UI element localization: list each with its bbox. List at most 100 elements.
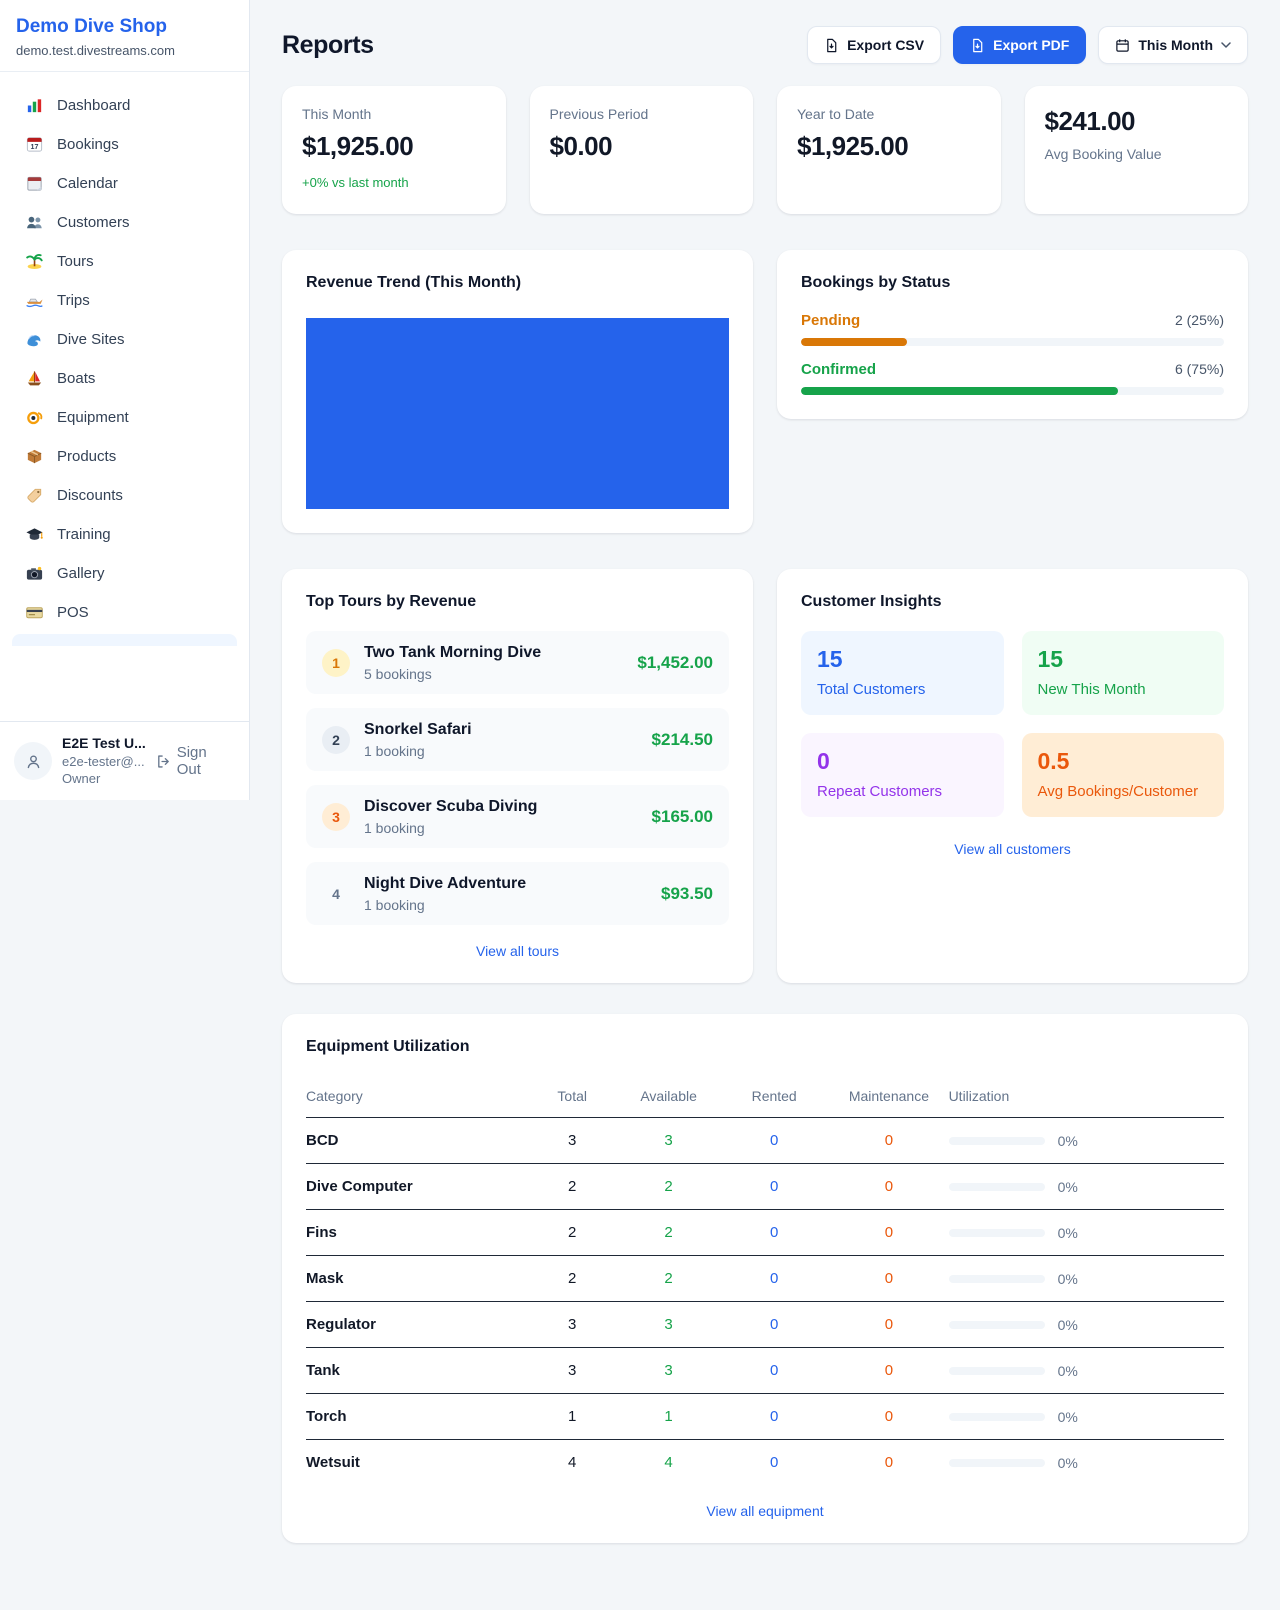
column-header: Total (526, 1076, 619, 1118)
sidebar-item-dive-sites[interactable]: Dive Sites (12, 320, 237, 358)
sidebar-item-customers[interactable]: Customers (12, 203, 237, 241)
insight-value: 15 (1037, 646, 1064, 672)
tag-icon (24, 485, 44, 505)
sidebar-item-discounts[interactable]: Discounts (12, 476, 237, 514)
view-all-equipment-link[interactable]: View all equipment (706, 1503, 824, 1519)
people-icon (24, 212, 44, 232)
sidebar-item-training[interactable]: Training (12, 515, 237, 553)
status-value: 6 (75%) (1174, 361, 1224, 377)
cell-category: Fins (306, 1209, 527, 1256)
table-row: Tank 3 3 0 0 0% (306, 1347, 1224, 1394)
cell-maintenance: 0 (829, 1209, 949, 1256)
sidebar-item-label: Equipment (57, 408, 129, 426)
utilization-bar (948, 1412, 1045, 1421)
utilization-percent: 0% (1057, 1454, 1078, 1471)
utilization-bar (948, 1274, 1045, 1283)
export-csv-button[interactable]: Export CSV (807, 26, 942, 64)
sign-out-button[interactable]: Sign Out (156, 744, 235, 778)
period-dropdown[interactable]: This Month (1098, 26, 1248, 64)
utilization-bar (948, 1366, 1045, 1375)
sidebar-item-dashboard[interactable]: Dashboard (12, 86, 237, 124)
export-pdf-button[interactable]: Export PDF (953, 26, 1087, 64)
camera-flash-icon (24, 563, 44, 583)
user-name: E2E Test U... (62, 735, 146, 752)
cell-maintenance: 0 (829, 1347, 949, 1394)
cell-rented: 0 (719, 1163, 830, 1210)
status-value: 2 (25%) (1174, 312, 1224, 328)
tour-bookings: 5 bookings (364, 666, 432, 682)
tour-name: Night Dive Adventure (364, 875, 527, 892)
tear-off-calendar-icon (24, 173, 44, 193)
sidebar-item-label: Gallery (57, 564, 105, 582)
sidebar-item-calendar[interactable]: Calendar (12, 164, 237, 202)
sidebar-item-label: Discounts (57, 486, 123, 504)
utilization-bar (948, 1228, 1045, 1237)
sidebar-item-equipment[interactable]: Equipment (12, 398, 237, 436)
cell-rented: 0 (769, 1454, 779, 1471)
sidebar-item-boats[interactable]: Boats (12, 359, 237, 397)
tour-bookings: 1 booking (364, 743, 425, 759)
cell-rented: 0 (719, 1347, 830, 1394)
sidebar-item-label: Trips (57, 291, 90, 309)
sidebar-item-gallery[interactable]: Gallery (12, 554, 237, 592)
cell-maintenance: 0 (829, 1163, 949, 1210)
sidebar-item-label: Customers (57, 213, 130, 231)
tour-bookings: 1 booking (364, 897, 425, 913)
cell-rented: 0 (719, 1255, 830, 1302)
cell-category: Dive Computer (306, 1163, 527, 1210)
tour-revenue: $93.50 (661, 883, 713, 903)
sidebar-item-trips[interactable]: Trips (12, 281, 237, 319)
table-row: Dive Computer 2 2 0 0 0% (306, 1163, 1224, 1210)
stat-value: $1,925.00 (302, 131, 414, 161)
table-row: Regulator 3 3 0 0 0% (306, 1301, 1224, 1348)
calendar-date-icon: 17 (24, 134, 44, 154)
tour-revenue: $165.00 (651, 806, 713, 826)
sidebar-item-tours[interactable]: Tours (12, 242, 237, 280)
view-all-customers-link[interactable]: View all customers (954, 841, 1071, 857)
sidebar: Demo Dive Shop demo.test.divestreams.com… (0, 0, 250, 1610)
view-all-tours-link[interactable]: View all tours (475, 943, 559, 959)
cell-available: 3 (618, 1117, 720, 1164)
utilization-percent: 0% (1057, 1362, 1078, 1379)
cell-category: Tank (306, 1347, 527, 1394)
top-tours-card: Top Tours by Revenue 1 Two Tank Morning … (282, 569, 753, 983)
cell-category: Mask (306, 1255, 527, 1302)
credit-card-icon (24, 602, 44, 622)
cell-maintenance: 0 (829, 1393, 949, 1440)
equipment-utilization-card: Equipment Utilization Category Total Ava… (282, 1014, 1248, 1543)
sidebar-item-reports-selected[interactable] (12, 634, 237, 646)
column-header: Available (618, 1076, 720, 1118)
avatar (14, 742, 52, 780)
cell-available: 1 (618, 1393, 720, 1440)
card-title: Top Tours by Revenue (306, 593, 477, 610)
cell-total: 2 (526, 1209, 619, 1256)
insight-tile-total-customers: 15 Total Customers (801, 631, 1004, 715)
cell-total: 2 (526, 1163, 619, 1210)
cell-total: 3 (526, 1347, 619, 1394)
sidebar-item-products[interactable]: Products (12, 437, 237, 475)
cell-category: Wetsuit (306, 1454, 360, 1471)
tour-bookings: 1 booking (364, 820, 425, 836)
rank-badge: 1 (322, 648, 350, 677)
list-item: 3 Discover Scuba Diving 1 booking $165.0… (306, 785, 729, 848)
utilization-percent: 0% (1057, 1270, 1078, 1287)
stat-delta: +0% vs last month (302, 175, 409, 190)
cell-total: 4 (568, 1454, 577, 1471)
insight-tile-new-this-month: 15 New This Month (1021, 631, 1224, 715)
cell-rented: 0 (719, 1393, 830, 1440)
user-email: e2e-tester@... (62, 753, 145, 769)
insight-value: 0.5 (1037, 748, 1070, 774)
speedboat-icon (24, 290, 44, 310)
stat-label: Avg Booking Value (1044, 146, 1162, 162)
desert-island-icon (24, 251, 44, 271)
cell-maintenance: 0 (829, 1301, 949, 1348)
sidebar-item-bookings[interactable]: 17 Bookings (12, 125, 237, 163)
stat-card-avg-booking-value: $241.00 Avg Booking Value (1024, 86, 1248, 214)
cell-rented: 0 (719, 1117, 830, 1164)
card-title: Customer Insights (801, 593, 942, 610)
sidebar-item-pos[interactable]: POS (12, 593, 237, 631)
stat-cards: This Month $1,925.00 +0% vs last month P… (282, 86, 1248, 214)
revenue-trend-chart (306, 318, 729, 509)
tour-revenue: $1,452.00 (637, 652, 713, 672)
insight-label: Total Customers (817, 681, 926, 698)
